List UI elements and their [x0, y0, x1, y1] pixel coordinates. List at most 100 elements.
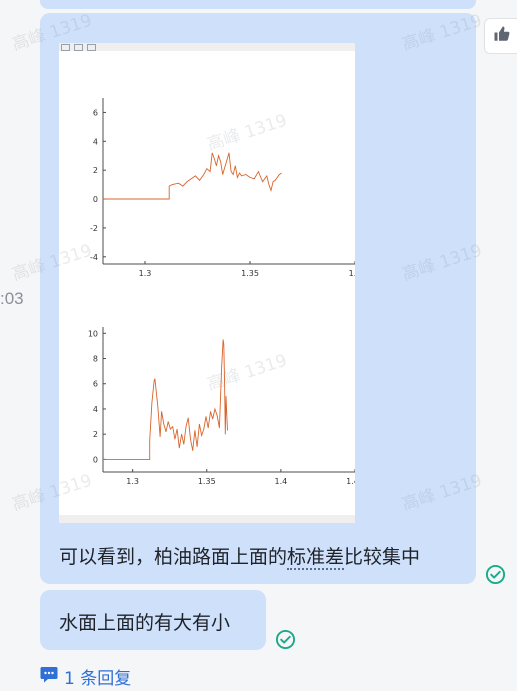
- data-point: [165, 431, 167, 432]
- data-point: [186, 181, 188, 183]
- data-point: [220, 161, 221, 162]
- thumbs-up-icon: [493, 25, 511, 47]
- data-point: [241, 175, 242, 177]
- x-tick-label: 1.3: [126, 477, 139, 486]
- data-point: [199, 179, 200, 181]
- data-point: [279, 174, 280, 175]
- data-point: [219, 427, 220, 429]
- data-point: [272, 181, 274, 183]
- y-tick-label: 0: [93, 455, 98, 464]
- y-tick-label: 8: [93, 355, 98, 364]
- check-circle-icon: [275, 629, 296, 654]
- data-point: [268, 184, 270, 185]
- data-point: [222, 174, 223, 175]
- data-point: [159, 436, 161, 437]
- matlab-figure-screenshot[interactable]: -4 -2 0 2 4 6 1.3 1.35 1.4 0 2 4 6 8 10 1.3 1.35 1.4 1.45: [59, 43, 355, 523]
- data-point: [199, 423, 200, 425]
- x-tick-label: 1.35: [241, 269, 259, 278]
- data-point: [201, 435, 202, 436]
- data-point: [195, 175, 196, 177]
- data-point: [205, 416, 207, 417]
- y-tick-label: 2: [93, 166, 98, 175]
- data-point: [235, 165, 236, 167]
- data-point: [130, 459, 132, 460]
- data-point: [253, 178, 255, 180]
- message-bubble-text[interactable]: [40, 590, 266, 650]
- toolbar-icon: [61, 44, 70, 51]
- y-tick-label: 4: [93, 137, 98, 146]
- data-point: [174, 438, 176, 440]
- data-point: [190, 178, 192, 180]
- comment-icon: [40, 666, 58, 688]
- data-point: [245, 174, 247, 175]
- data-point: [224, 166, 226, 168]
- x-tick-label: 1.35: [198, 477, 216, 486]
- data-point: [187, 417, 189, 419]
- read-status: [485, 564, 506, 585]
- reply-thread-link[interactable]: 1 条回复: [40, 664, 131, 689]
- y-tick-label: 2: [93, 430, 98, 439]
- data-point: [224, 433, 226, 435]
- data-point: [168, 185, 170, 187]
- data-point: [277, 177, 278, 178]
- data-point: [274, 179, 276, 181]
- y-tick-label: -4: [90, 253, 98, 262]
- y-tick-label: 10: [88, 329, 98, 338]
- data-point: [172, 426, 173, 427]
- data-point: [225, 396, 227, 397]
- data-point: [149, 459, 150, 460]
- x-tick-label: 1.4: [275, 477, 288, 486]
- data-point: [226, 414, 228, 416]
- data-point: [176, 428, 178, 430]
- data-point: [249, 177, 251, 178]
- data-point: [239, 172, 240, 174]
- data-point: [228, 152, 230, 154]
- data-point: [223, 344, 225, 345]
- data-point: [209, 171, 211, 172]
- toolbar-icon: [74, 44, 83, 51]
- y-tick-label: 6: [93, 380, 98, 389]
- data-point: [210, 411, 211, 412]
- data-point: [216, 414, 218, 416]
- figure-toolbar: [59, 43, 101, 51]
- data-point: [161, 411, 162, 412]
- data-point: [214, 158, 215, 159]
- x-tick-label: 1.4: [349, 269, 355, 278]
- data-point: [203, 174, 205, 175]
- data-point: [227, 430, 228, 431]
- data-point: [230, 171, 232, 172]
- data-point: [226, 159, 228, 161]
- data-point: [194, 430, 196, 431]
- data-point: [181, 433, 182, 435]
- data-point: [262, 181, 263, 183]
- x-tick-label: 1.45: [346, 477, 355, 486]
- y-tick-label: 6: [93, 108, 98, 117]
- data-point: [206, 168, 208, 170]
- data-point: [163, 423, 165, 425]
- data-point: [153, 380, 155, 382]
- data-point: [270, 190, 272, 191]
- message-text-1: 可以看到，柏油路面上面的标准差比较集中: [59, 542, 421, 570]
- data-point: [196, 446, 198, 448]
- data-point: [182, 185, 184, 187]
- data-point: [221, 368, 222, 369]
- glossary-term[interactable]: 标准差: [287, 546, 345, 570]
- message-text-2: 水面上面的有大有小: [59, 612, 231, 634]
- toolbar-icon: [87, 44, 96, 51]
- series-line: [103, 339, 228, 460]
- check-circle-icon: [485, 564, 506, 589]
- data-point: [183, 443, 185, 445]
- data-point: [179, 447, 180, 449]
- reaction-button[interactable]: [484, 18, 517, 54]
- message-text-end: 比较集中: [344, 546, 421, 568]
- data-point: [211, 152, 213, 154]
- data-point: [167, 421, 169, 422]
- message-text-start: 可以看到，柏油路面上面的: [59, 546, 288, 568]
- data-point: [172, 184, 173, 185]
- previous-message-bubble-edge: [40, 0, 476, 9]
- data-point: [102, 198, 104, 200]
- data-point: [266, 175, 268, 177]
- read-status: [275, 629, 296, 650]
- data-point: [203, 428, 205, 430]
- y-tick-label: 4: [93, 405, 98, 414]
